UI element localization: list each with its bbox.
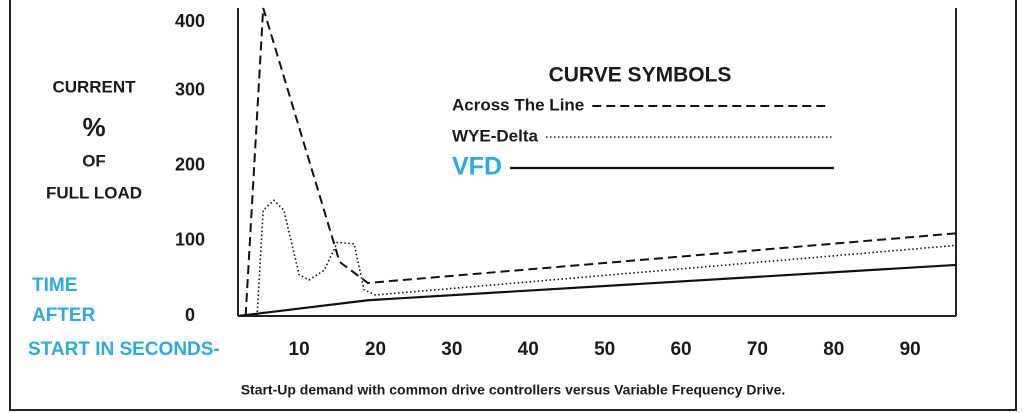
x-tick-label: 10 xyxy=(289,339,310,360)
x-label: TIME xyxy=(32,275,77,296)
y-tick-label: 300 xyxy=(175,79,205,99)
y-tick-label: 200 xyxy=(175,155,205,175)
x-tick-label: 40 xyxy=(518,339,539,360)
x-tick-label: 90 xyxy=(900,339,921,360)
legend-title: CURVE SYMBOLS xyxy=(549,64,732,87)
x-label: AFTER xyxy=(32,305,96,326)
x-tick-label: 60 xyxy=(670,339,691,360)
x-tick-label: 30 xyxy=(441,339,462,360)
x-tick-label: 80 xyxy=(823,339,844,360)
series-line xyxy=(237,263,957,318)
legend-label: WYE-Delta xyxy=(452,126,539,145)
series-line xyxy=(244,7,957,317)
series-line xyxy=(256,199,957,317)
x-tick-label: 20 xyxy=(365,339,386,360)
legend-label: Across The Line xyxy=(452,95,584,114)
y-label: OF xyxy=(82,151,106,170)
y-label: % xyxy=(82,112,105,142)
legend-label: VFD xyxy=(452,153,502,181)
y-label: CURRENT xyxy=(52,77,136,96)
x-tick-label: 50 xyxy=(594,339,615,360)
y-tick-label: 100 xyxy=(175,230,205,250)
y-tick-label: 400 xyxy=(175,11,205,31)
x-tick-label: 70 xyxy=(747,339,768,360)
y-label: FULL LOAD xyxy=(46,183,142,202)
y-tick-label: 0 xyxy=(185,305,195,325)
outer-frame xyxy=(9,0,1017,411)
caption: Start-Up demand with common drive contro… xyxy=(241,382,786,398)
x-label: START IN SECONDS- xyxy=(28,339,220,360)
